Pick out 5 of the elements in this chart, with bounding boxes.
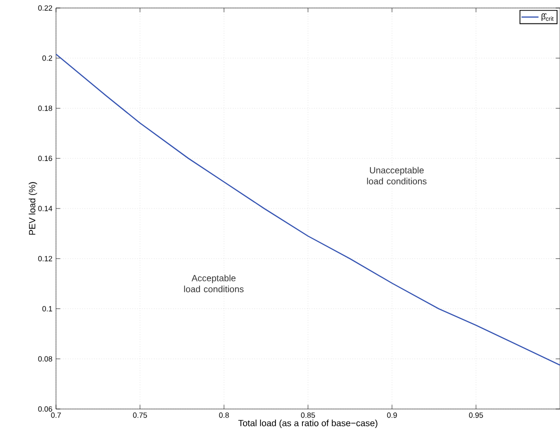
x-axis-title: Total load (as a ratio of base−case) [238,420,378,428]
annotation: Unacceptable load conditions [367,166,427,184]
annotation: Acceptable load conditions [184,274,244,292]
line-series [56,54,560,366]
y-axis-title: PEV load (%) [28,182,38,235]
